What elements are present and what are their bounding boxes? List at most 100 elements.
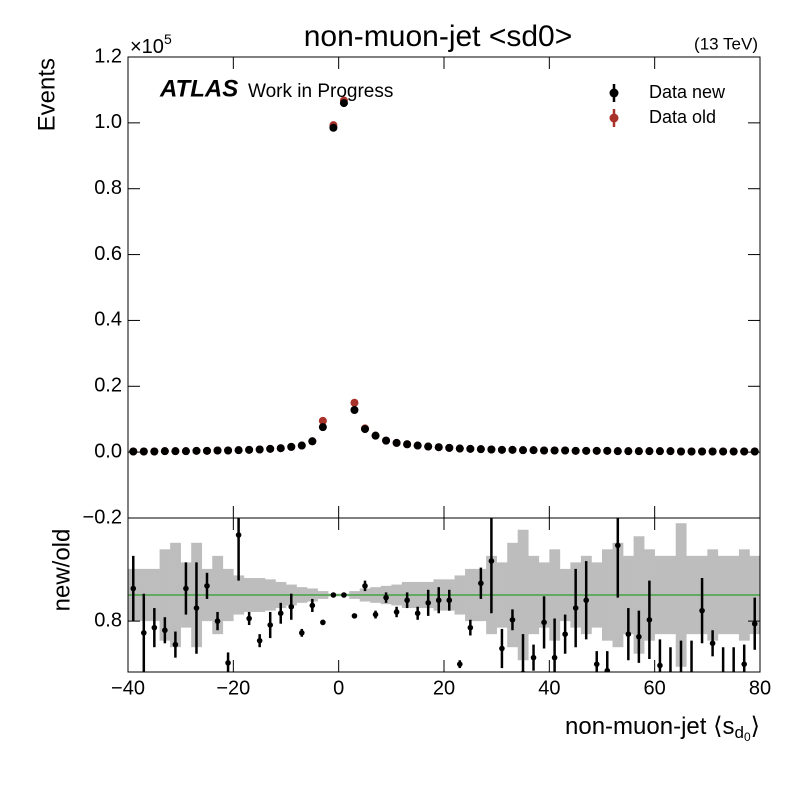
ratio-point bbox=[404, 597, 410, 604]
ratio-point bbox=[141, 630, 147, 636]
data-point bbox=[150, 447, 159, 456]
data-point bbox=[508, 445, 517, 454]
ratio-point bbox=[562, 631, 568, 637]
y-tick-label: 0.0 bbox=[94, 440, 122, 462]
x-label-end: ⟩ bbox=[751, 713, 760, 740]
data-point bbox=[329, 123, 338, 132]
data-point bbox=[740, 447, 749, 456]
data-point bbox=[350, 398, 359, 407]
ratio-point bbox=[593, 661, 600, 667]
data-point bbox=[455, 444, 464, 453]
ratio-point bbox=[162, 627, 168, 634]
x-tick-label: 60 bbox=[644, 677, 666, 699]
data-point bbox=[339, 99, 348, 108]
data-point bbox=[392, 438, 401, 447]
ratio-point bbox=[383, 594, 389, 601]
data-point bbox=[497, 445, 506, 454]
chart-title: non-muon-jet <sd0> bbox=[304, 20, 573, 53]
y-tick-label: 0.6 bbox=[94, 243, 122, 265]
ratio-point bbox=[256, 637, 263, 644]
ratio-point bbox=[435, 597, 442, 604]
ratio-point bbox=[488, 558, 495, 564]
data-point bbox=[245, 445, 254, 454]
data-point bbox=[255, 445, 264, 454]
x-tick-label: 0 bbox=[333, 677, 344, 699]
data-point bbox=[634, 447, 643, 456]
status-label: Work in Progress bbox=[248, 81, 393, 102]
data-point bbox=[719, 447, 728, 456]
x-tick-label: −40 bbox=[111, 677, 145, 699]
ratio-point bbox=[741, 661, 747, 667]
ratio-point bbox=[636, 633, 642, 640]
data-point bbox=[361, 425, 369, 434]
data-point bbox=[192, 446, 201, 455]
ratio-y-axis-label: new/old bbox=[48, 529, 75, 612]
data-point bbox=[139, 447, 148, 456]
data-point bbox=[129, 447, 138, 456]
ratio-point bbox=[709, 640, 716, 647]
data-point bbox=[540, 446, 549, 455]
ratio-point bbox=[309, 602, 316, 609]
ratio-point bbox=[193, 605, 200, 611]
y-tick-label: 1.2 bbox=[94, 45, 122, 67]
ratio-point bbox=[246, 615, 252, 622]
data-point bbox=[276, 444, 285, 453]
energy-label: (13 TeV) bbox=[694, 34, 758, 53]
x-tick-label: 40 bbox=[538, 677, 560, 699]
ratio-point bbox=[699, 607, 705, 614]
data-point bbox=[434, 443, 443, 452]
data-point bbox=[287, 442, 296, 451]
ratio-point bbox=[604, 667, 611, 672]
ratio-point bbox=[183, 585, 189, 592]
ratio-point bbox=[572, 605, 579, 611]
ratio-y-tick-label: 0.8 bbox=[94, 609, 122, 631]
data-point bbox=[224, 446, 233, 455]
data-point bbox=[487, 445, 496, 454]
ratio-point bbox=[457, 661, 463, 667]
offset-exp: 5 bbox=[164, 31, 172, 47]
ratio-point bbox=[657, 662, 663, 669]
data-point bbox=[519, 446, 527, 455]
ratio-point bbox=[520, 670, 526, 672]
data-point bbox=[234, 446, 243, 455]
data-point bbox=[266, 444, 275, 453]
ratio-point bbox=[583, 597, 589, 604]
offset-label: ×105 bbox=[130, 31, 172, 59]
axes: −0.2 0.0 0.2 0.4 0.6 0.8 1.0 1.2 Data new Data ol… bbox=[83, 45, 772, 699]
data-point bbox=[729, 447, 738, 456]
ratio-point bbox=[330, 592, 337, 598]
ratio-point bbox=[320, 619, 326, 626]
x-label-sub: d bbox=[734, 723, 743, 742]
data-point bbox=[666, 447, 675, 456]
ratio-point bbox=[225, 660, 231, 666]
ratio-point bbox=[720, 684, 726, 690]
data-point bbox=[318, 416, 327, 425]
ratio-point bbox=[678, 677, 684, 683]
data-point bbox=[445, 443, 454, 452]
x-tick-label: 80 bbox=[749, 677, 771, 699]
data-point bbox=[318, 423, 327, 432]
ratio-point bbox=[668, 684, 674, 690]
data-point bbox=[171, 447, 180, 456]
experiment-label: ATLAS bbox=[159, 75, 238, 102]
ratio-plot-area bbox=[128, 518, 760, 690]
data-point bbox=[297, 441, 306, 450]
ratio-point bbox=[393, 609, 400, 615]
legend-label: Data new bbox=[649, 82, 726, 102]
y-tick-label: 0.8 bbox=[94, 177, 122, 199]
ratio-point bbox=[751, 620, 758, 627]
data-point bbox=[413, 441, 422, 450]
ratio-point bbox=[362, 583, 368, 589]
ratio-point bbox=[288, 603, 295, 610]
data-point bbox=[624, 447, 633, 456]
data-point bbox=[655, 447, 664, 456]
ratio-point bbox=[299, 630, 305, 636]
data-point bbox=[750, 447, 759, 456]
data-point bbox=[181, 447, 190, 456]
data-point bbox=[466, 444, 475, 453]
ratio-point bbox=[214, 618, 221, 624]
ratio-point bbox=[235, 532, 242, 538]
data-point bbox=[698, 447, 707, 456]
data-point bbox=[476, 445, 485, 454]
